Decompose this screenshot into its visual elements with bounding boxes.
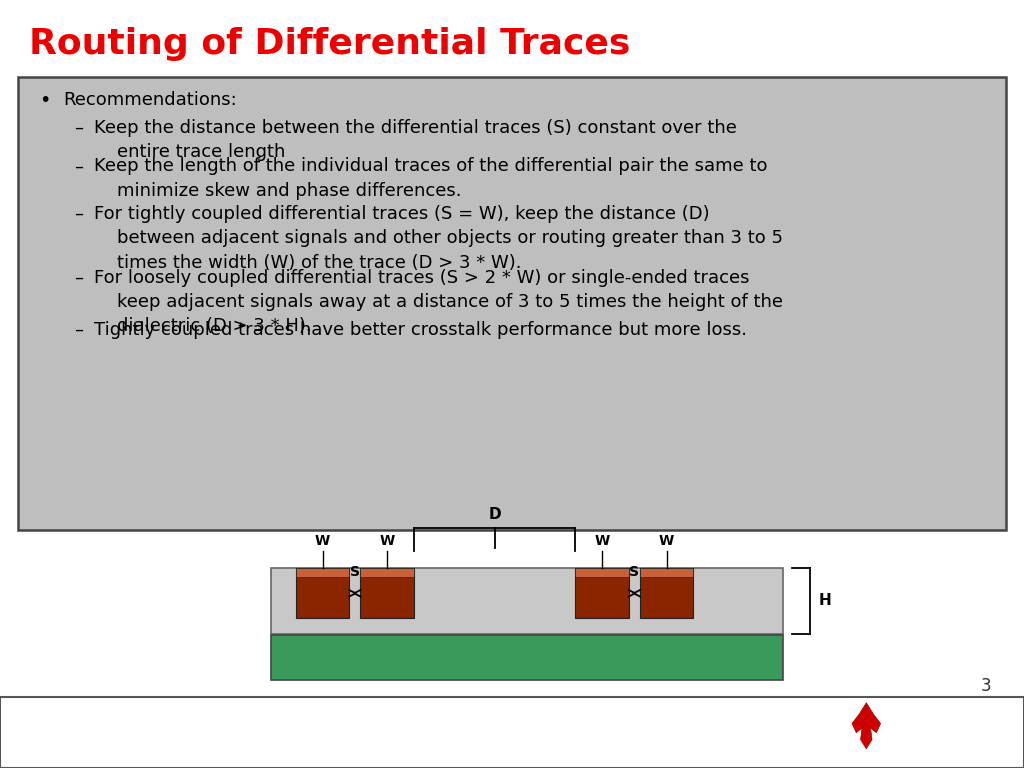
Bar bbox=[360, 568, 414, 578]
Text: H: H bbox=[818, 594, 830, 608]
Text: TEXAS: TEXAS bbox=[889, 716, 937, 729]
Text: •: • bbox=[39, 91, 50, 110]
Text: Keep the length of the individual traces of the differential pair the same to
  : Keep the length of the individual traces… bbox=[94, 157, 768, 200]
Bar bbox=[0, 697, 1024, 768]
Text: –: – bbox=[74, 205, 83, 223]
Text: 3: 3 bbox=[981, 677, 991, 695]
Bar bbox=[575, 568, 629, 578]
Bar bbox=[271, 568, 783, 634]
Text: –: – bbox=[74, 119, 83, 137]
Text: Keep the distance between the differential traces (S) constant over the
    enti: Keep the distance between the differenti… bbox=[94, 119, 737, 161]
Bar bbox=[18, 77, 1006, 530]
Text: D: D bbox=[488, 507, 501, 522]
Bar bbox=[296, 568, 349, 578]
Text: –: – bbox=[74, 157, 83, 175]
Bar bbox=[640, 568, 693, 618]
Text: For loosely coupled differential traces (S > 2 * W) or single-ended traces
    k: For loosely coupled differential traces … bbox=[94, 269, 783, 336]
Bar bbox=[640, 568, 693, 578]
Text: W: W bbox=[315, 535, 330, 548]
Text: Tightly coupled traces have better crosstalk performance but more loss.: Tightly coupled traces have better cross… bbox=[94, 321, 748, 339]
Bar bbox=[575, 568, 629, 618]
Text: Recommendations:: Recommendations: bbox=[63, 91, 238, 108]
Bar bbox=[360, 568, 414, 618]
Text: W: W bbox=[659, 535, 674, 548]
Text: For tightly coupled differential traces (S = W), keep the distance (D)
    betwe: For tightly coupled differential traces … bbox=[94, 205, 783, 272]
Polygon shape bbox=[852, 703, 881, 749]
Text: Routing of Differential Traces: Routing of Differential Traces bbox=[29, 27, 630, 61]
Bar bbox=[271, 635, 783, 680]
Text: S: S bbox=[630, 565, 639, 580]
Bar bbox=[296, 568, 349, 618]
Text: –: – bbox=[74, 321, 83, 339]
Text: –: – bbox=[74, 269, 83, 286]
Text: W: W bbox=[595, 535, 609, 548]
Text: S: S bbox=[350, 565, 359, 580]
Text: INSTRUMENTS: INSTRUMENTS bbox=[889, 737, 996, 750]
Text: W: W bbox=[380, 535, 394, 548]
